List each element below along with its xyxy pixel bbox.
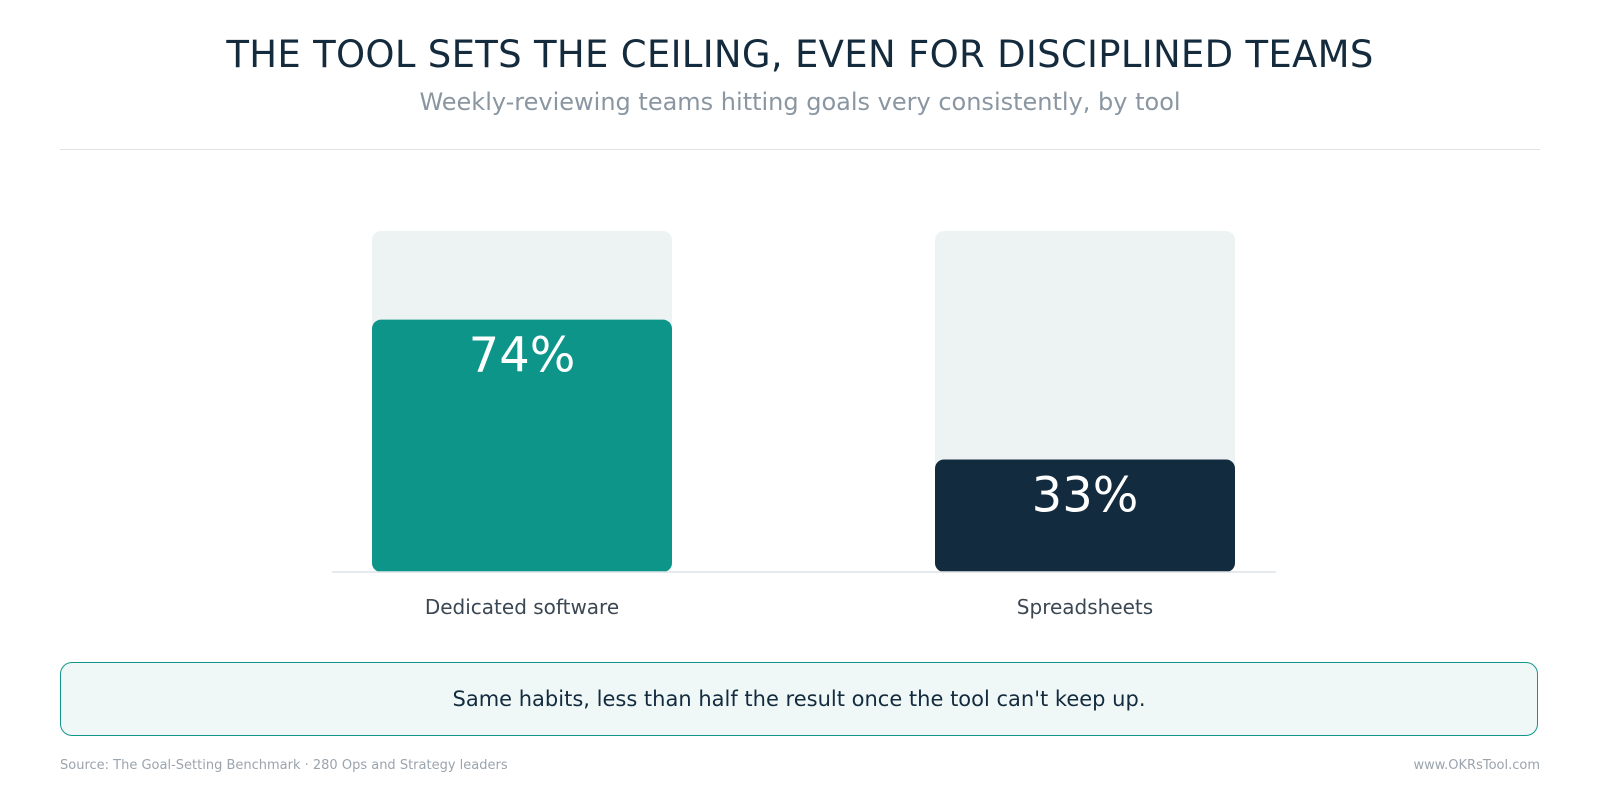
category-label: Dedicated software xyxy=(425,595,619,619)
chart-subtitle: Weekly-reviewing teams hitting goals ver… xyxy=(419,88,1181,116)
bar xyxy=(935,459,1235,572)
header-divider xyxy=(60,149,1540,150)
category-label: Spreadsheets xyxy=(1017,595,1153,619)
chart-title: THE TOOL SETS THE CEILING, EVEN FOR DISC… xyxy=(226,33,1374,76)
bar-value-label: 74% xyxy=(469,328,576,384)
source-note: Source: The Goal-Setting Benchmark · 280… xyxy=(60,758,508,773)
callout-text: Same habits, less than half the result o… xyxy=(452,687,1146,711)
callout-box: Same habits, less than half the result o… xyxy=(60,662,1538,736)
bar xyxy=(372,319,672,572)
bar-value-label: 33% xyxy=(1032,467,1139,523)
website-link[interactable]: www.OKRsTool.com xyxy=(1413,758,1540,773)
